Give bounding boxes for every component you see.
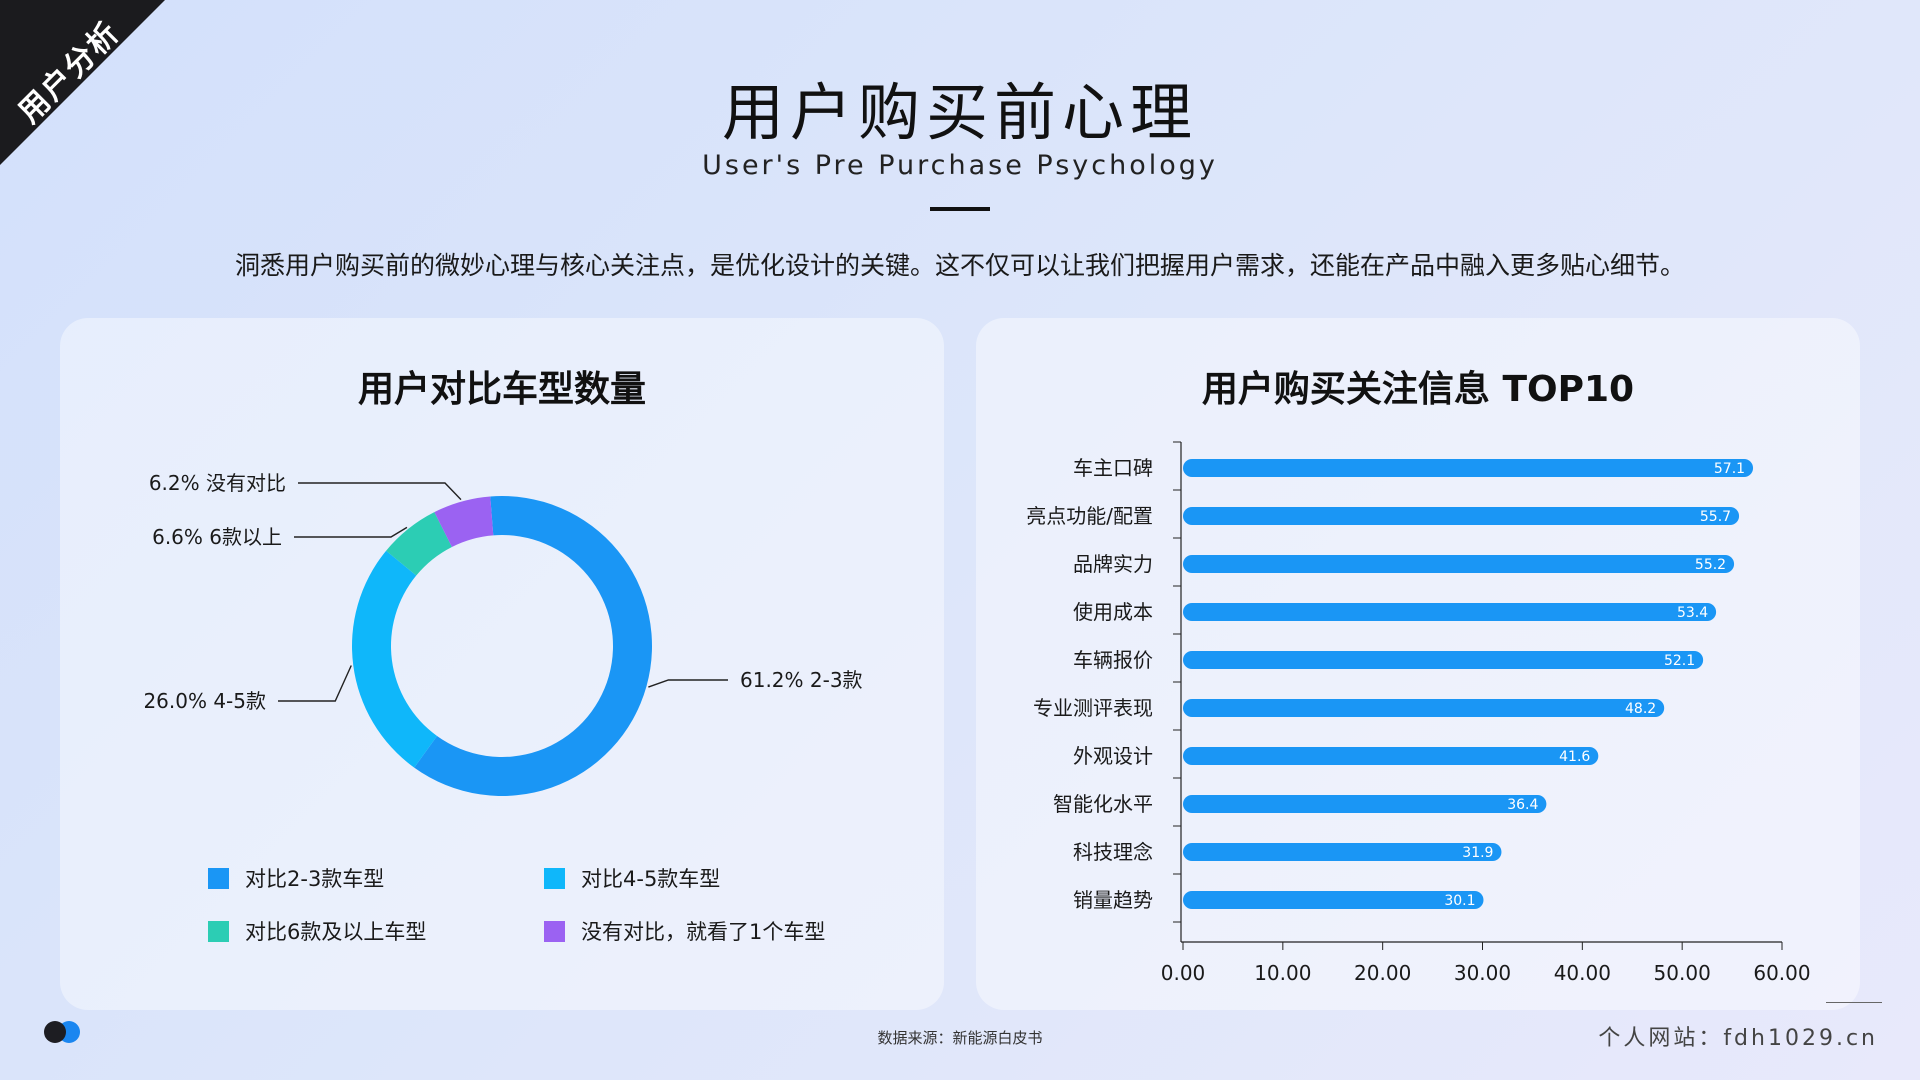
donut-chart-panel: 用户对比车型数量 61.2% 2-3款 26.0% 4-5款 6.6% 6款以上 6.… <box>60 318 944 1010</box>
page-title: 用户购买前心理 <box>721 76 1198 149</box>
value-label: 36.4 <box>1507 797 1538 813</box>
legend-label: 没有对比，就看了1个车型 <box>581 920 826 944</box>
category-label: 品牌实力 <box>1073 552 1153 576</box>
title-divider <box>930 207 990 211</box>
x-tick-label: 30.00 <box>1454 961 1511 985</box>
site-divider <box>1826 1002 1882 1003</box>
category-label: 亮点功能/配置 <box>1026 504 1153 528</box>
legend-swatch <box>544 867 565 889</box>
donut-slice <box>386 512 452 576</box>
data-source: 数据来源：新能源白皮书 <box>877 1029 1043 1047</box>
legend-swatch <box>544 920 565 942</box>
bar-chart: 车主口碑 57.1 亮点功能/配置 55.7 品牌实力 55.2 使用成本 53.4 车辆报价 5… <box>1026 441 1811 985</box>
legend-swatch <box>208 920 229 942</box>
value-label: 30.1 <box>1444 893 1475 909</box>
donut-label: 26.0% 4-5款 <box>143 689 266 713</box>
category-label: 车辆报价 <box>1073 648 1153 672</box>
category-label: 专业测评表现 <box>1033 696 1153 720</box>
brand-dots <box>44 1021 84 1043</box>
leader-line <box>298 482 462 501</box>
legend-item-6-plus: 对比6款及以上车型 <box>208 916 426 946</box>
value-label: 52.1 <box>1664 653 1695 669</box>
bar <box>1183 747 1599 765</box>
bar <box>1183 891 1484 909</box>
legend-item-2-3: 对比2-3款车型 <box>208 863 384 893</box>
donut-chart: 61.2% 2-3款 26.0% 4-5款 6.6% 6款以上 6.2% 没有对比 <box>143 471 863 796</box>
donut-label: 6.2% 没有对比 <box>149 471 286 495</box>
bar <box>1183 459 1754 477</box>
x-tick-label: 0.00 <box>1161 961 1206 985</box>
category-label: 外观设计 <box>1073 744 1153 768</box>
donut-label: 61.2% 2-3款 <box>740 668 863 692</box>
page-description: 洞悉用户购买前的微妙心理与核心关注点，是优化设计的关键。这不仅可以让我们把握用户… <box>234 251 1685 280</box>
category-label: 车主口碑 <box>1073 456 1153 480</box>
corner-tag: 用户分析 <box>0 0 200 200</box>
leader-line <box>294 526 408 538</box>
donut-slice <box>434 496 494 547</box>
page-subtitle: User's Pre Purchase Psychology <box>702 150 1218 181</box>
leader-line <box>648 679 728 688</box>
bar <box>1183 555 1735 573</box>
bar <box>1183 507 1740 525</box>
value-label: 55.2 <box>1695 557 1726 573</box>
x-tick-label: 40.00 <box>1554 961 1611 985</box>
donut-chart-title: 用户对比车型数量 <box>357 369 646 410</box>
category-label: 科技理念 <box>1073 840 1153 864</box>
x-tick-label: 20.00 <box>1354 961 1411 985</box>
category-label: 销量趋势 <box>1073 888 1153 912</box>
legend-label: 对比4-5款车型 <box>581 867 721 891</box>
bar-chart-title: 用户购买关注信息 TOP10 <box>1201 369 1635 410</box>
legend-item-none: 没有对比，就看了1个车型 <box>544 916 825 946</box>
value-label: 53.4 <box>1677 605 1708 621</box>
value-label: 31.9 <box>1462 845 1493 861</box>
corner-triangle <box>0 0 165 165</box>
leader-line <box>278 665 352 702</box>
bar <box>1183 699 1665 717</box>
x-tick-label: 10.00 <box>1254 961 1311 985</box>
legend-item-4-5: 对比4-5款车型 <box>544 863 720 893</box>
x-tick-label: 50.00 <box>1654 961 1711 985</box>
site-link[interactable]: 个人网站：fdh1029.cn <box>1598 1026 1878 1051</box>
bar <box>1183 843 1502 861</box>
bar <box>1183 795 1547 813</box>
category-label: 智能化水平 <box>1053 792 1153 816</box>
donut-slice <box>352 550 438 768</box>
dot-dark <box>44 1021 66 1043</box>
category-label: 使用成本 <box>1073 600 1153 624</box>
value-label: 48.2 <box>1625 701 1656 717</box>
legend-label: 对比6款及以上车型 <box>245 920 427 944</box>
value-label: 57.1 <box>1714 461 1745 477</box>
legend-swatch <box>208 867 229 889</box>
value-label: 55.7 <box>1700 509 1731 525</box>
bar <box>1183 603 1717 621</box>
donut-slice <box>414 496 652 796</box>
value-label: 41.6 <box>1559 749 1590 765</box>
bar-chart-panel: 用户购买关注信息 TOP10 车主口碑 57.1 亮点功能/配置 55.7 品牌实力 55… <box>976 318 1860 1010</box>
x-tick-label: 60.00 <box>1753 961 1810 985</box>
donut-label: 6.6% 6款以上 <box>152 525 282 549</box>
legend-label: 对比2-3款车型 <box>245 867 385 891</box>
bar <box>1183 651 1704 669</box>
